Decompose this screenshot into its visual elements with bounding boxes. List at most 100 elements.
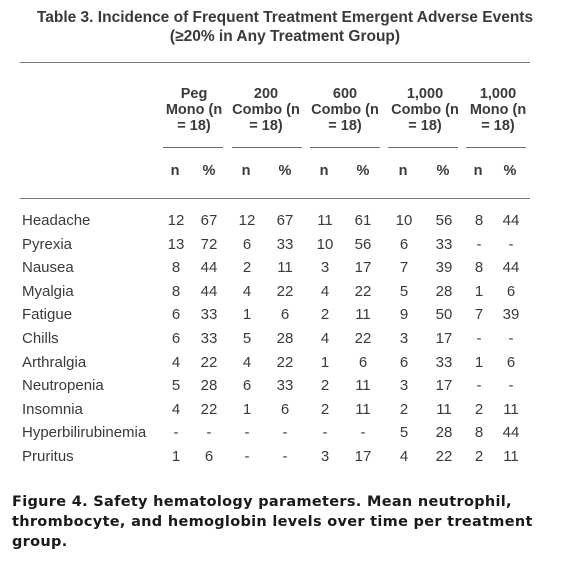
cell-pct: - bbox=[282, 424, 288, 442]
table-title-line1: Table 3. Incidence of Frequent Treatment… bbox=[36, 9, 534, 26]
group-underline bbox=[163, 147, 223, 148]
cell-n: 4 bbox=[399, 448, 409, 465]
cell-pct: 61 bbox=[354, 212, 372, 229]
group-header-line: = 18) bbox=[481, 118, 515, 134]
cell-n: - bbox=[173, 424, 179, 442]
cell-n: - bbox=[476, 235, 482, 253]
group-header-line: = 18) bbox=[249, 118, 283, 134]
cell-n: 3 bbox=[320, 259, 330, 277]
cell-n: 4 bbox=[320, 282, 330, 300]
table-row: Hyperbilirubinemia - - - - - - 5 28 8 44 bbox=[0, 424, 588, 447]
cell-n: 1 bbox=[171, 448, 181, 465]
cell-pct: 39 bbox=[435, 259, 453, 277]
cell-pct: 17 bbox=[435, 330, 453, 347]
cell-pct: 22 bbox=[200, 400, 218, 418]
group-underline bbox=[310, 147, 380, 148]
cell-n: 8 bbox=[474, 424, 484, 442]
cell-n: 8 bbox=[171, 282, 181, 300]
cell-n: 2 bbox=[399, 400, 409, 418]
subheader-pct: % bbox=[356, 163, 370, 179]
subheader-n: n bbox=[319, 163, 329, 179]
top-rule bbox=[20, 62, 530, 63]
table-row: Pyrexia 13 72 6 33 10 56 6 33 - - bbox=[0, 236, 588, 259]
cell-n: 5 bbox=[399, 282, 409, 300]
group-header-line: Peg bbox=[180, 86, 208, 102]
table-row: Headache 12 67 12 67 11 61 10 56 8 44 bbox=[0, 212, 588, 235]
cell-n: 3 bbox=[320, 448, 330, 465]
cell-pct: 44 bbox=[200, 259, 218, 277]
row-label: Headache bbox=[22, 212, 91, 229]
cell-pct: 6 bbox=[506, 353, 516, 371]
cell-pct: 11 bbox=[503, 400, 519, 418]
cell-pct: 22 bbox=[354, 282, 372, 300]
cell-pct: 6 bbox=[280, 400, 290, 418]
cell-n: 1 bbox=[474, 353, 484, 371]
group-header-line: Combo (n bbox=[232, 102, 300, 118]
cell-pct: 11 bbox=[355, 377, 371, 395]
cell-pct: 56 bbox=[354, 235, 372, 253]
cell-n: 10 bbox=[316, 235, 334, 253]
cell-pct: 72 bbox=[200, 235, 218, 253]
subheader-pct: % bbox=[202, 163, 216, 179]
cell-pct: 28 bbox=[435, 424, 453, 442]
cell-pct: 33 bbox=[435, 353, 453, 371]
cell-n: 1 bbox=[242, 400, 252, 418]
cell-pct: 6 bbox=[280, 306, 290, 324]
cell-n: 4 bbox=[242, 353, 252, 371]
cell-n: 1 bbox=[242, 306, 252, 324]
cell-pct: 44 bbox=[200, 282, 218, 300]
group-header-line: Combo (n bbox=[311, 102, 379, 118]
cell-pct: 33 bbox=[276, 235, 294, 253]
cell-n: 5 bbox=[242, 330, 252, 347]
row-label: Neutropenia bbox=[22, 377, 104, 395]
group-underline bbox=[388, 147, 458, 148]
cell-n: 8 bbox=[474, 212, 484, 229]
cell-pct: - bbox=[360, 424, 366, 442]
group-header-200-combo: 200 Combo (n = 18) bbox=[226, 86, 306, 134]
table-row: Nausea 8 44 2 11 3 17 7 39 8 44 bbox=[0, 259, 588, 282]
row-label: Insomnia bbox=[22, 400, 83, 418]
cell-pct: 11 bbox=[355, 400, 371, 418]
table-row: Arthralgia 4 22 4 22 1 6 6 33 1 6 bbox=[0, 354, 588, 377]
cell-pct: 6 bbox=[204, 448, 214, 465]
cell-n: 6 bbox=[399, 353, 409, 371]
cell-n: 13 bbox=[167, 235, 185, 253]
table-title: Table 3. Incidence of Frequent Treatment… bbox=[20, 8, 550, 46]
cell-pct: 44 bbox=[502, 259, 520, 277]
cell-pct: 28 bbox=[276, 330, 294, 347]
cell-pct: 33 bbox=[200, 330, 218, 347]
cell-n: 2 bbox=[320, 377, 330, 395]
group-header-line: 1,000 bbox=[479, 86, 517, 102]
row-label: Pruritus bbox=[22, 448, 74, 465]
cell-n: 12 bbox=[238, 212, 256, 229]
cell-n: 2 bbox=[320, 306, 330, 324]
cell-n: 4 bbox=[171, 400, 181, 418]
cell-pct: 11 bbox=[277, 259, 293, 277]
cell-pct: 17 bbox=[354, 448, 372, 465]
cell-pct: - bbox=[508, 330, 514, 347]
row-label: Chills bbox=[22, 330, 59, 347]
cell-pct: 39 bbox=[502, 306, 520, 324]
group-header-line: = 18) bbox=[408, 118, 442, 134]
cell-n: 4 bbox=[171, 353, 181, 371]
row-label: Fatigue bbox=[22, 306, 73, 324]
cell-pct: 22 bbox=[276, 353, 294, 371]
cell-n: 2 bbox=[474, 400, 484, 418]
cell-n: 3 bbox=[399, 330, 409, 347]
subheader-pct: % bbox=[278, 163, 292, 179]
row-label: Hyperbilirubinemia bbox=[22, 424, 147, 442]
group-header-line: Mono (n bbox=[469, 102, 527, 118]
subheader-n: n bbox=[473, 163, 483, 179]
cell-pct: 56 bbox=[435, 212, 453, 229]
caption-line2: thrombocyte, and hemoglobin levels over … bbox=[12, 514, 533, 530]
table-row: Myalgia 8 44 4 22 4 22 5 28 1 6 bbox=[0, 283, 588, 306]
cell-n: 6 bbox=[399, 235, 409, 253]
cell-pct: 33 bbox=[435, 235, 453, 253]
group-header-line: 600 bbox=[332, 86, 358, 102]
cell-pct: 28 bbox=[435, 282, 453, 300]
row-label: Myalgia bbox=[22, 282, 74, 300]
table-row: Chills 6 33 5 28 4 22 3 17 - - bbox=[0, 330, 588, 353]
group-underline bbox=[232, 147, 302, 148]
group-header-peg-mono: Peg Mono (n = 18) bbox=[158, 86, 230, 134]
cell-n: 5 bbox=[171, 377, 181, 395]
